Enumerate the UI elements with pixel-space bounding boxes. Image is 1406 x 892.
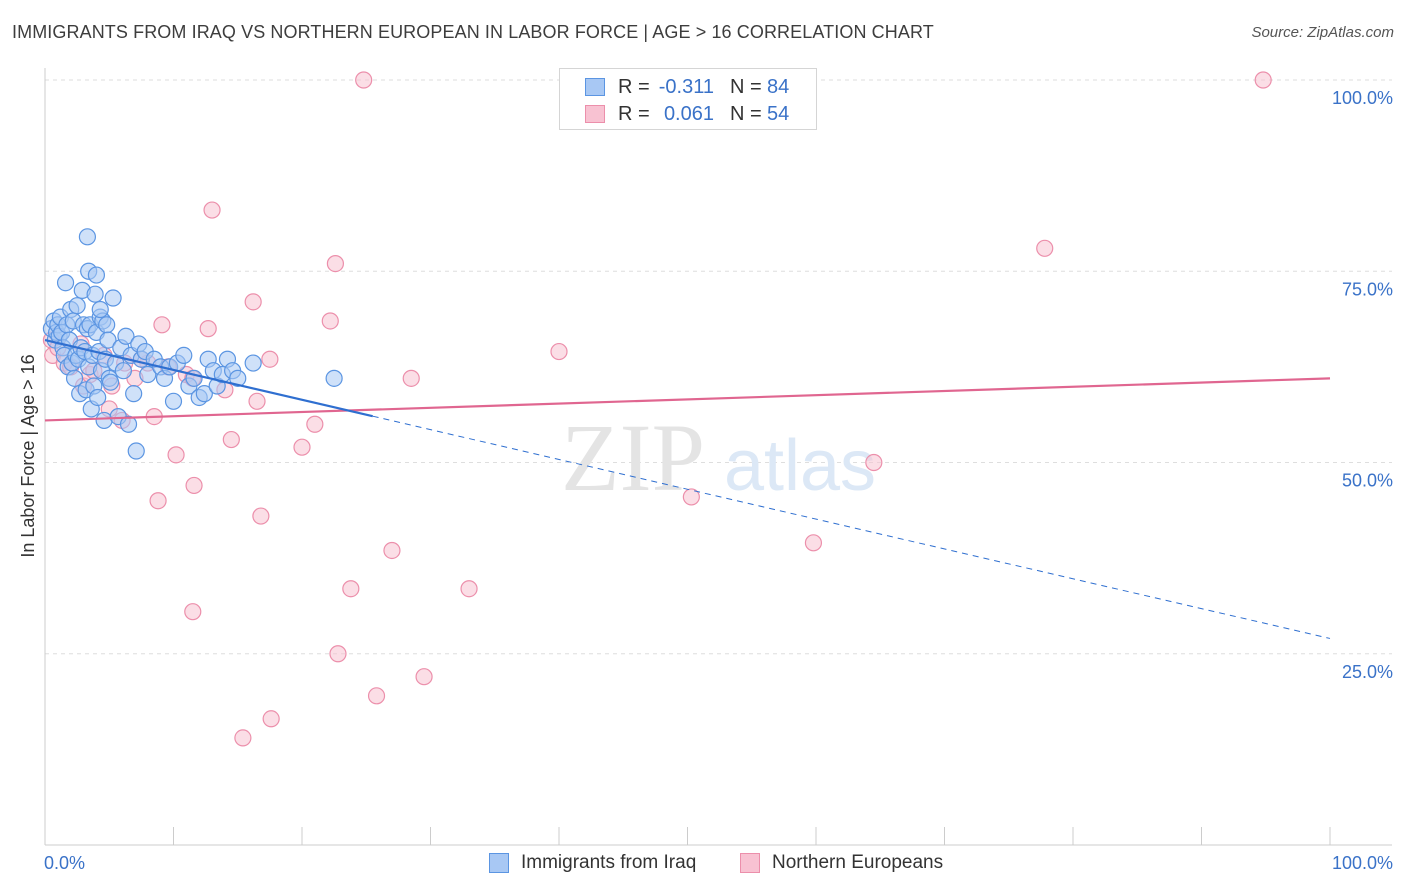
correlation-legend: R = -0.311 N = 84 R = 0.061 N = 54 <box>559 68 817 130</box>
point-northern-european <box>355 71 373 89</box>
point-northern-european <box>252 507 270 525</box>
legend-swatch-pink <box>740 853 760 873</box>
point-northern-european <box>234 729 252 747</box>
point-northern-european <box>185 476 203 495</box>
point-northern-european <box>149 492 167 510</box>
point-iraq <box>56 274 75 292</box>
point-iraq <box>89 388 107 407</box>
point-iraq <box>98 316 116 334</box>
tick-labels: 25.0% 50.0% 75.0% 100.0% 0.0% 100.0% <box>44 88 1393 873</box>
watermark-zip: ZIP <box>561 404 705 511</box>
point-iraq <box>87 266 106 284</box>
legend-r-label: R = <box>618 76 650 98</box>
trend-line-iraq <box>44 339 373 418</box>
legend-n-value: 84 <box>767 76 790 98</box>
legend-row-iraq: R = -0.311 N = 84 <box>560 73 816 101</box>
point-northern-european <box>682 488 700 506</box>
point-iraq <box>195 385 213 403</box>
point-iraq <box>91 300 109 319</box>
axes <box>44 68 1392 846</box>
legend-swatch-pink <box>585 105 605 123</box>
point-iraq <box>117 327 135 345</box>
trend-line-iraq-extrapolated <box>372 415 1331 639</box>
point-northern-european <box>804 534 823 552</box>
chart-title: IMMIGRANTS FROM IRAQ VS NORTHERN EUROPEA… <box>12 22 934 42</box>
series-legend: Immigrants from Iraq Northern Europeans <box>0 851 1406 879</box>
legend-r-label: R = <box>618 103 650 125</box>
point-iraq <box>244 354 262 372</box>
watermark-atlas: atlas <box>724 426 876 506</box>
point-northern-european <box>1254 71 1272 89</box>
legend-r-value: 0.061 <box>663 103 714 125</box>
point-iraq <box>139 365 157 384</box>
point-iraq <box>175 346 193 364</box>
point-northern-european <box>262 710 280 728</box>
point-iraq <box>229 369 247 387</box>
point-northern-european <box>321 312 339 330</box>
point-northern-european <box>244 293 262 311</box>
legend-n-label: N = <box>730 76 762 98</box>
point-northern-european <box>550 342 568 361</box>
legend-swatch-blue <box>489 853 509 873</box>
grid-lines <box>45 79 1392 655</box>
trend-line-northern-europeans <box>44 377 1331 422</box>
point-northern-european <box>184 603 202 621</box>
point-northern-european <box>261 350 279 368</box>
legend-label-iraq: Immigrants from Iraq <box>521 852 697 873</box>
point-iraq <box>325 369 343 387</box>
point-iraq <box>104 289 122 307</box>
point-iraq <box>119 415 138 433</box>
point-iraq <box>125 385 143 403</box>
point-iraq <box>65 369 84 387</box>
point-northern-european <box>326 255 345 273</box>
point-northern-european <box>415 668 433 686</box>
point-northern-european <box>222 430 240 449</box>
point-northern-european <box>248 392 266 410</box>
point-northern-european <box>329 645 347 663</box>
point-northern-european <box>153 316 171 334</box>
x-tick-label: 100.0% <box>1332 853 1393 873</box>
y-tick-label: 50.0% <box>1342 471 1393 491</box>
y-tick-label: 25.0% <box>1342 662 1393 682</box>
y-tick-label: 100.0% <box>1332 88 1393 108</box>
point-northern-european <box>203 201 221 219</box>
y-axis-label: In Labor Force | Age > 16 <box>18 354 38 557</box>
point-northern-european <box>199 320 217 338</box>
point-northern-european <box>383 541 401 560</box>
legend-r-value: -0.311 <box>658 76 714 98</box>
series-immigrants-from-iraq <box>42 228 343 460</box>
point-iraq <box>86 285 104 303</box>
legend-row-northern-european: R = 0.061 N = 54 <box>560 100 816 128</box>
point-iraq <box>99 331 117 349</box>
point-iraq <box>101 373 120 391</box>
point-northern-european <box>293 438 311 456</box>
point-northern-european <box>167 446 185 464</box>
point-northern-european <box>402 369 420 387</box>
point-northern-european <box>460 580 478 598</box>
point-northern-european <box>342 580 360 598</box>
x-tick-label: 0.0% <box>44 853 85 873</box>
legend-label-northern-europeans: Northern Europeans <box>772 852 944 873</box>
watermark: ZIP atlas <box>561 404 876 511</box>
point-northern-european <box>1036 239 1054 257</box>
point-northern-european <box>865 453 883 472</box>
legend-swatch-blue <box>585 78 605 96</box>
point-iraq <box>68 297 86 315</box>
legend-n-label: N = <box>730 103 762 125</box>
point-iraq <box>78 228 97 246</box>
point-northern-european <box>306 415 324 433</box>
point-northern-european <box>367 687 386 705</box>
point-iraq <box>95 411 113 430</box>
legend-n-value: 54 <box>767 103 790 125</box>
point-iraq <box>164 392 183 410</box>
point-iraq <box>127 442 145 460</box>
y-tick-label: 75.0% <box>1342 279 1393 299</box>
point-iraq <box>114 362 132 380</box>
trend-lines <box>44 339 1331 639</box>
source-label: Source: ZipAtlas.com <box>1251 24 1394 41</box>
